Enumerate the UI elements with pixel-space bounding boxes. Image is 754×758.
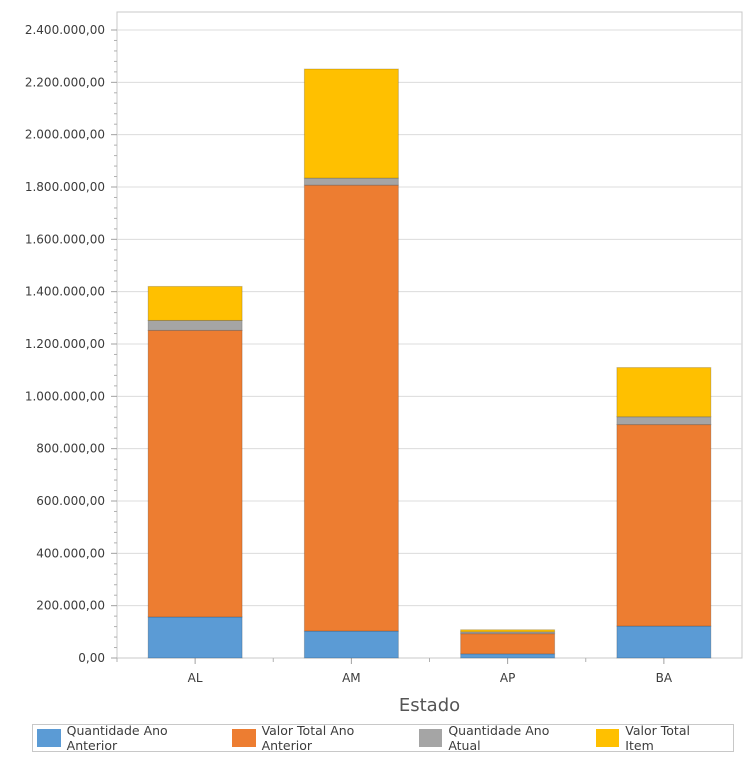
- legend: Quantidade Ano Anterior Valor Total Ano A…: [32, 723, 734, 753]
- y-tick-label: 1.000.000,00: [25, 389, 105, 403]
- legend-label: Valor Total Ano Anterior: [261, 723, 355, 753]
- legend-swatch: [595, 729, 620, 747]
- x-tick-label: AP: [500, 671, 515, 685]
- bar-AL-0: [147, 616, 243, 659]
- y-tick-label: 0,00: [78, 651, 105, 665]
- bar-AM-2: [303, 177, 399, 186]
- y-tick-label: 2.200.000,00: [25, 75, 105, 89]
- legend-swatch: [418, 729, 443, 747]
- bar-BA-3: [616, 367, 712, 418]
- x-tick-label: AL: [188, 671, 203, 685]
- y-tick-label: 800.000,00: [36, 442, 105, 456]
- bar-AM-1: [303, 184, 399, 632]
- bar-AP-0: [460, 653, 556, 659]
- bar-BA-2: [616, 416, 712, 426]
- bar-AP-3: [460, 629, 556, 633]
- bar-BA-1: [616, 424, 712, 627]
- bar-AL-2: [147, 319, 243, 331]
- legend-swatch: [37, 729, 61, 747]
- legend-label: Quantidade Ano Anterior: [66, 723, 168, 753]
- legend-label: Valor Total Item: [625, 723, 690, 753]
- y-tick-label: 2.400.000,00: [25, 23, 105, 37]
- y-tick-label: 1.600.000,00: [25, 232, 105, 246]
- stacked-bar-chart: 0,00 200.000,00 400.000,00 600.000,00 800.00…: [25, 11, 743, 716]
- legend-label: Quantidade Ano Atual: [448, 723, 550, 753]
- legend-item: Quantidade Ano Anterior: [37, 723, 220, 753]
- y-tick-label: 1.400.000,00: [25, 285, 105, 299]
- bar-AM-0: [303, 630, 399, 659]
- legend-swatch: [231, 729, 256, 747]
- y-tick-label: 200.000,00: [36, 599, 105, 613]
- legend-item: Valor Total Ano Anterior: [231, 723, 407, 753]
- legend-item: Valor Total Item: [595, 723, 721, 753]
- bar-BA-0: [616, 625, 712, 659]
- x-tick-label: BA: [656, 671, 673, 685]
- bar-AP-1: [460, 633, 556, 655]
- x-axis-title: Estado: [399, 695, 460, 716]
- y-tick-label: 600.000,00: [36, 494, 105, 508]
- legend-item: Quantidade Ano Atual: [418, 723, 584, 753]
- y-tick-label: 1.800.000,00: [25, 180, 105, 194]
- y-tick-label: 2.000.000,00: [25, 128, 105, 142]
- bar-AL-3: [147, 285, 243, 321]
- y-tick-label: 400.000,00: [36, 546, 105, 560]
- bar-AL-1: [147, 329, 243, 618]
- bar-AM-3: [303, 68, 399, 179]
- y-tick-label: 1.200.000,00: [25, 337, 105, 351]
- x-tick-label: AM: [342, 671, 361, 685]
